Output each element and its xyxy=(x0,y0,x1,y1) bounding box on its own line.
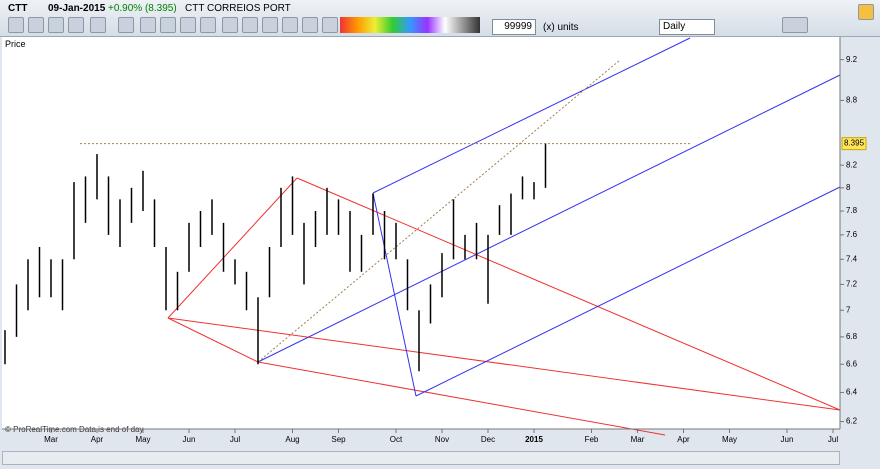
x-tick-label: Mar xyxy=(44,435,58,444)
y-tick-label: 6.2 xyxy=(846,417,858,426)
window-button[interactable] xyxy=(858,4,874,20)
instrument-name: CTT CORREIOS PORT xyxy=(185,3,291,14)
tool-icon[interactable] xyxy=(180,17,196,33)
tool-icon[interactable] xyxy=(140,17,156,33)
trend-line xyxy=(257,59,621,363)
date: 09-Jan-2015 xyxy=(48,3,106,14)
tool-icon[interactable] xyxy=(48,17,64,33)
pitchfork-line xyxy=(296,177,841,411)
y-tick-label: 6.8 xyxy=(846,332,858,341)
y-tick-label: 8.2 xyxy=(846,160,858,169)
tool-icon[interactable] xyxy=(90,17,106,33)
y-tick-label: 7.4 xyxy=(846,254,858,263)
x-tick-label: Oct xyxy=(390,435,403,444)
drawings xyxy=(167,37,841,436)
x-tick-label: Sep xyxy=(331,435,346,444)
last-price-box xyxy=(841,137,867,151)
y-tick-label: 8.8 xyxy=(846,96,858,105)
pitchfork-line xyxy=(415,186,841,397)
chart-type-icon[interactable] xyxy=(782,17,808,33)
x-tick-label: Aug xyxy=(285,435,299,444)
tool-icon[interactable] xyxy=(222,17,238,33)
x-tick-label: Jun xyxy=(183,435,196,444)
toolbar: CTT 09-Jan-2015 +0.90% (8.395) CTT CORRE… xyxy=(0,0,880,37)
y-tick-label: 7 xyxy=(846,305,851,314)
y-tick-label: 7.6 xyxy=(846,230,858,239)
y-tick-label: 8 xyxy=(846,183,851,192)
ticker[interactable]: CTT xyxy=(8,3,28,14)
y-tick-label: 6.4 xyxy=(846,388,858,397)
panel-label: Price xyxy=(5,39,26,49)
tool-icon[interactable] xyxy=(68,17,84,33)
pitchfork-line xyxy=(372,37,691,194)
tool-icon[interactable] xyxy=(262,17,278,33)
x-tick-label: Jul xyxy=(828,435,838,444)
x-tick-label: Dec xyxy=(481,435,495,444)
x-tick-label: Nov xyxy=(435,435,449,444)
y-tick-label: 9.2 xyxy=(846,55,858,64)
x-tick-label: Jun xyxy=(781,435,794,444)
x-tick-label: Apr xyxy=(677,435,690,444)
tool-icon[interactable] xyxy=(200,17,216,33)
pitchfork-line xyxy=(257,74,841,363)
plot-bg xyxy=(2,37,840,429)
tool-icon[interactable] xyxy=(160,17,176,33)
last-price-label: 8.395 xyxy=(844,139,865,148)
x-tick-label: Apr xyxy=(91,435,104,444)
scrollbar[interactable] xyxy=(2,451,840,465)
tool-icon[interactable] xyxy=(282,17,298,33)
x-tick-label: Mar xyxy=(631,435,645,444)
x-tick-label: 2015 xyxy=(525,435,543,444)
pitchfork-line xyxy=(167,317,259,363)
units-label: (x) units xyxy=(543,22,579,33)
pitchfork-line xyxy=(257,361,666,436)
y-tick-label: 7.8 xyxy=(846,206,858,215)
x-tick-label: Jul xyxy=(230,435,240,444)
change: +0.90% (8.395) xyxy=(108,3,177,14)
y-tick-label: 7.2 xyxy=(846,280,858,289)
units-input[interactable]: 99999 xyxy=(492,19,536,35)
period-select[interactable]: Daily xyxy=(659,19,715,35)
tool-icon[interactable] xyxy=(322,17,338,33)
color-palette[interactable] xyxy=(340,17,480,33)
y-tick-label: 6.6 xyxy=(846,359,858,368)
x-tick-label: May xyxy=(135,435,150,444)
pitchfork-line xyxy=(167,317,841,411)
x-tick-label: Feb xyxy=(585,435,599,444)
tool-icon[interactable] xyxy=(8,17,24,33)
tool-icon[interactable] xyxy=(118,17,134,33)
tool-icon[interactable] xyxy=(242,17,258,33)
pitchfork-line xyxy=(167,177,298,319)
x-tick-label: May xyxy=(722,435,737,444)
tool-icon[interactable] xyxy=(28,17,44,33)
tool-icon[interactable] xyxy=(302,17,318,33)
